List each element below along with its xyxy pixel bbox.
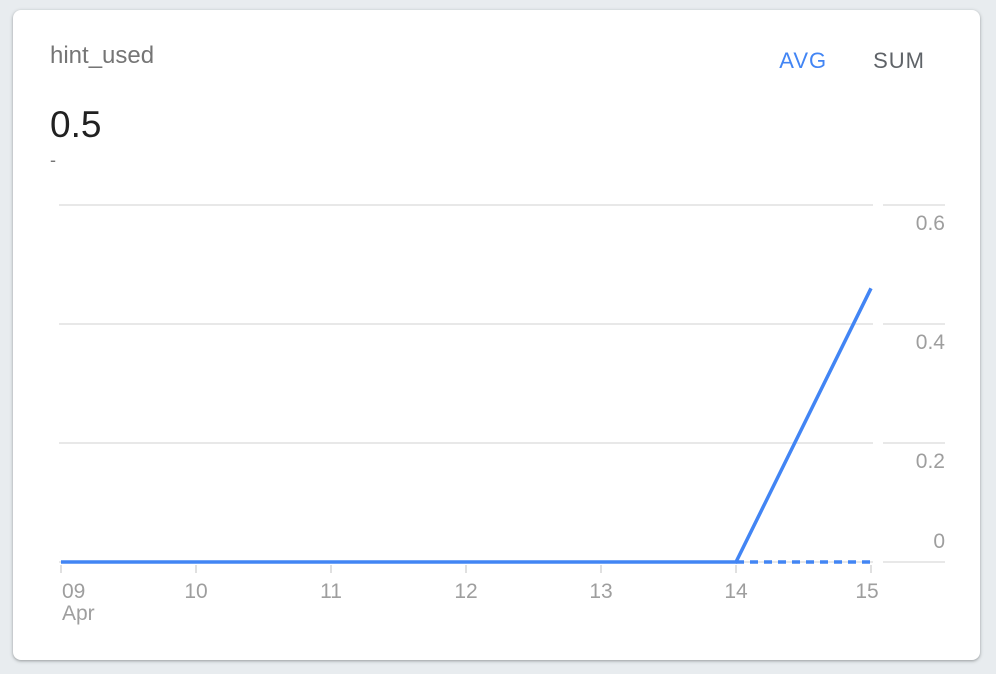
aggregation-toggle: AVG SUM	[779, 48, 925, 74]
y-axis-label: 0.6	[916, 212, 945, 235]
metric-secondary-value: -	[50, 150, 56, 170]
x-axis-label: 11	[320, 580, 342, 603]
x-axis-label: 09	[62, 580, 85, 603]
metric-card: hint_used AVG SUM 0.5 - 0 0.2 0.4 0.6 09 10 11…	[13, 10, 980, 660]
series-line	[61, 287, 873, 564]
avg-toggle-button[interactable]: AVG	[779, 48, 828, 73]
y-axis-label: 0.4	[916, 331, 946, 354]
x-axis-label: 12	[454, 580, 477, 603]
card-title: hint_used	[50, 42, 155, 69]
metric-value: 0.5	[50, 104, 102, 145]
line-chart: 0 0.2 0.4 0.6 09 10 11 12 13 14 15 Apr	[59, 204, 946, 625]
x-axis-label: 10	[184, 580, 207, 603]
y-axis-label: 0.2	[916, 450, 945, 473]
x-axis-label: 14	[724, 580, 748, 603]
y-axis-label: 0	[933, 530, 945, 553]
x-axis-label: 13	[589, 580, 612, 603]
x-axis-sublabel: Apr	[62, 602, 95, 625]
x-axis-label: 15	[855, 580, 878, 603]
sum-toggle-button[interactable]: SUM	[873, 48, 925, 73]
